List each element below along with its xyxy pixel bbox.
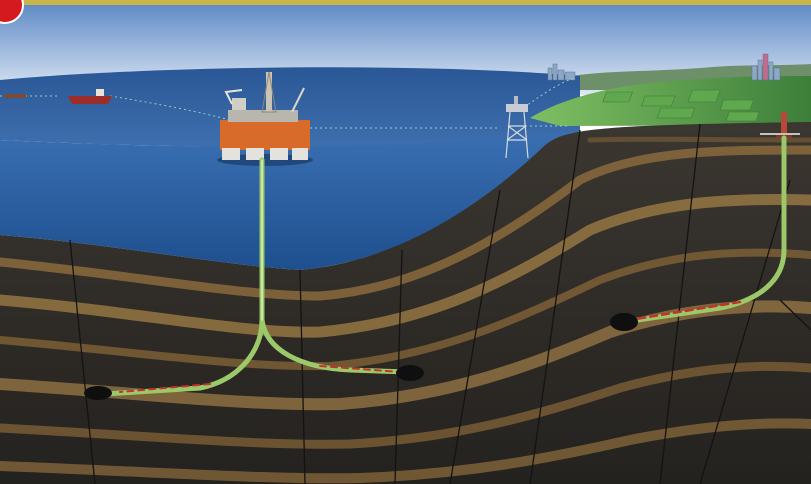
sea-surface [0,67,580,147]
fixed-jacket-platform-icon [505,96,529,159]
top-border-strip [0,0,811,5]
land-fields [602,89,760,122]
seawater-column [0,130,580,270]
reservoir-pockets [84,313,638,400]
floating-production-platform-icon [217,71,313,166]
onshore-wellbore [621,135,787,325]
fault-lines [69,123,811,484]
offshore-wellbores [102,157,411,397]
tanker-ship-icon [4,89,112,104]
city-skyline-icon [547,53,781,81]
